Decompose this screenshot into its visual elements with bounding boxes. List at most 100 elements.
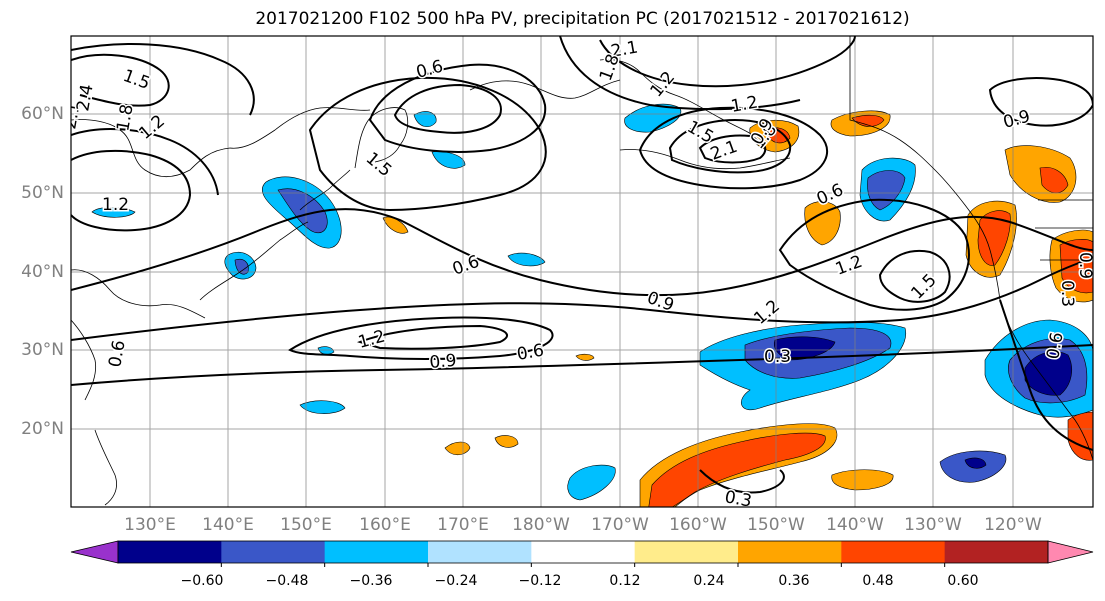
- lon-label: 150°W: [747, 515, 805, 535]
- contour-line: [559, 36, 801, 111]
- colorbar-tick-label: −0.24: [434, 573, 478, 589]
- contour-line: [368, 63, 547, 153]
- pv-contours: [71, 36, 1093, 494]
- contour-line: [71, 208, 1093, 297]
- contour-line: [698, 134, 767, 164]
- colorbar-segment: [221, 541, 326, 563]
- lon-label: 130°W: [904, 515, 962, 535]
- contour-label: 0.6: [105, 339, 129, 369]
- colorbar-tick-label: 0.24: [693, 573, 725, 589]
- neg-region: [91, 207, 136, 218]
- colorbar-tick-label: 0.48: [862, 573, 894, 589]
- colorbar-segment: [531, 541, 636, 563]
- coastline-kurils: [299, 169, 351, 211]
- lat-label: 50°N: [21, 183, 64, 203]
- pos-region: [1039, 167, 1069, 194]
- pos-region: [831, 469, 894, 491]
- colorbar-segment: [118, 541, 222, 563]
- colorbar-segment: [738, 541, 842, 563]
- lon-label: 160°W: [669, 515, 727, 535]
- contour-label: 0.3: [764, 347, 791, 367]
- lon-label: 140°W: [826, 515, 884, 535]
- colorbar-segment: [634, 541, 739, 563]
- contour-line: [778, 198, 970, 311]
- contour-line: [71, 53, 170, 107]
- contour-line: [71, 149, 192, 232]
- lat-label: 30°N: [21, 340, 64, 360]
- contour-line: [878, 250, 951, 303]
- contour-line: [288, 316, 554, 360]
- colorbar-tick-label: 0.60: [947, 573, 979, 589]
- contour-line: [668, 118, 792, 174]
- colorbar-segment: [324, 541, 429, 563]
- colorbar-tick-label: 0.12: [609, 573, 641, 589]
- colorbar-extend-high: [1047, 540, 1094, 564]
- colorbar-tick-label: −0.60: [180, 573, 224, 589]
- lon-label: 120°W: [984, 515, 1042, 535]
- coastline-chukotka: [469, 79, 621, 99]
- contour-line: [699, 469, 785, 494]
- lon-label: 170°E: [437, 515, 489, 535]
- neg-region: [413, 111, 437, 128]
- colorbar: [70, 540, 1094, 567]
- colorbar-segment: [428, 541, 532, 563]
- contour-line: [356, 324, 508, 350]
- pos-region: [494, 435, 519, 448]
- coastline-alaska: [599, 59, 761, 141]
- lon-label: 130°E: [124, 515, 176, 535]
- coastline-philippines: [94, 429, 117, 506]
- lon-label: 180°W: [512, 515, 570, 535]
- neg-region: [567, 464, 616, 501]
- lon-label: 160°E: [359, 515, 411, 535]
- neg-region: [1024, 351, 1073, 396]
- pos-region: [575, 353, 595, 361]
- pos-region: [851, 114, 885, 127]
- pos-region: [444, 441, 471, 456]
- map-frame: [70, 35, 1094, 508]
- contour-label: 0.9: [429, 351, 458, 373]
- contour-line: [71, 257, 1093, 341]
- coastline-asia: [71, 107, 371, 178]
- coastline-japan: [199, 221, 309, 301]
- map-title: 2017021200 F102 500 hPa PV, precipitatio…: [255, 9, 910, 29]
- pos-region: [648, 432, 826, 507]
- lat-label: 40°N: [21, 262, 64, 282]
- coastline-asia: [71, 269, 206, 319]
- contour-label: 1.2: [102, 195, 129, 215]
- graticule: [71, 36, 1093, 507]
- contour-line: [599, 36, 856, 88]
- pos-region: [977, 210, 1011, 266]
- contour-line: [999, 299, 1093, 451]
- coastline-kamchatka: [354, 107, 409, 169]
- colorbar-tick-label: −0.12: [518, 573, 562, 589]
- lon-label: 150°E: [280, 515, 332, 535]
- colorbar-tick-label: −0.48: [265, 573, 309, 589]
- contour-line: [71, 344, 1093, 386]
- contour-label: 0.3: [723, 487, 753, 511]
- neg-region: [964, 457, 987, 469]
- colorbar-segment: [841, 541, 946, 563]
- coastline-aleutians: [619, 149, 791, 170]
- coastline-china: [71, 319, 97, 401]
- contour-line: [71, 128, 219, 196]
- coastline-north-america: [849, 36, 1093, 461]
- contour-label: 1.2: [729, 93, 759, 117]
- colorbar-frame: [117, 540, 1049, 564]
- lon-label: 140°E: [202, 515, 254, 535]
- neg-region: [773, 336, 836, 361]
- neg-region: [507, 252, 546, 267]
- contour-label: 0.3: [1057, 280, 1077, 307]
- contour-line: [638, 106, 829, 190]
- pos-region: [1059, 239, 1093, 294]
- pos-region: [804, 201, 841, 246]
- lon-label: 170°W: [591, 515, 649, 535]
- map-area: 1.5 2.1 2.4 1.8 1.2 1.2 0.6 0.6 0.6 1.5 …: [71, 36, 1095, 511]
- coastlines: [71, 36, 1093, 506]
- lat-label: 60°N: [21, 104, 64, 124]
- contour-line: [71, 43, 255, 116]
- neg-region: [299, 400, 346, 414]
- colorbar-extend-low: [70, 540, 119, 564]
- contour-label: 0.9: [1075, 252, 1095, 279]
- colorbar-tick-label: 0.36: [778, 573, 810, 589]
